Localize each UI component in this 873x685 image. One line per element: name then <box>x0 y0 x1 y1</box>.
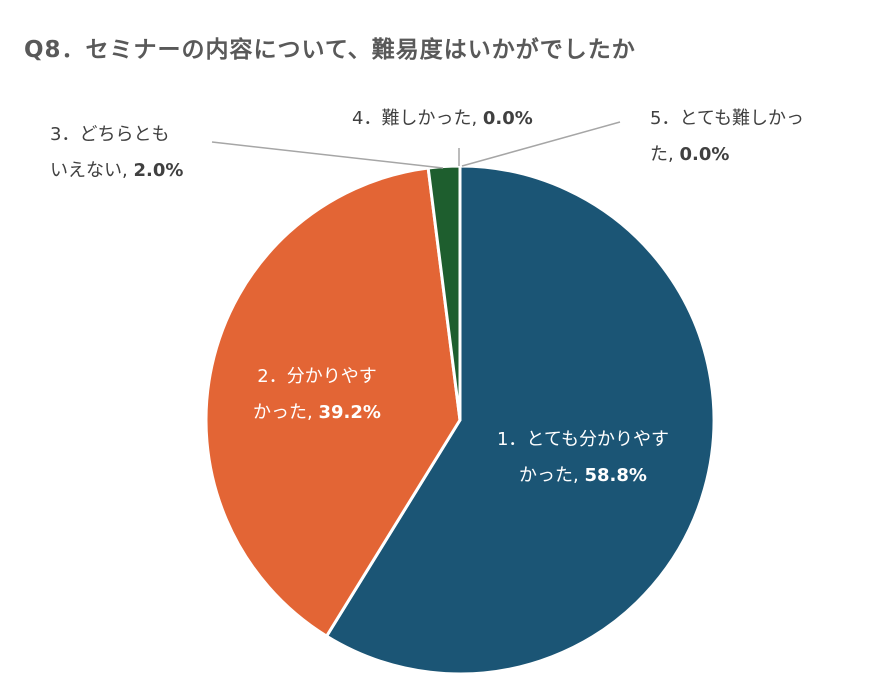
data-label-1: 1．とても分かりやすかった, 58.8% <box>497 429 669 486</box>
data-label-4: 4．難しかった, 0.0% <box>352 108 533 129</box>
data-label-5-line-1: 5．とても難しかっ <box>650 108 804 129</box>
data-label-2-line-1: 2．分かりやす <box>257 366 376 387</box>
data-label-1-line-1: 1．とても分かりやす <box>497 429 669 450</box>
pie-slice-2 <box>204 166 462 638</box>
chart-title: Q8．セミナーの内容について、難易度はいかがでしたか <box>24 37 636 63</box>
data-label-2: 2．分かりやすかった, 39.2% <box>253 366 381 423</box>
data-label-3: 3．どちらともいえない, 2.0% <box>50 124 183 181</box>
data-label-3-line-2: いえない, 2.0% <box>50 160 183 181</box>
pie-slice-3 <box>426 164 462 422</box>
leader-line-5 <box>461 121 621 167</box>
data-label-5: 5．とても難しかった, 0.0% <box>650 108 804 165</box>
data-label-3-value: 2.0% <box>133 160 183 181</box>
data-label-5-line-2: た, 0.0% <box>650 144 729 165</box>
data-label-3-line-1: 3．どちらとも <box>50 124 169 145</box>
data-label-4-value: 0.0% <box>483 108 533 129</box>
data-label-2-value: 39.2% <box>319 402 381 423</box>
data-label-1-line-2: かった, 58.8% <box>519 465 647 486</box>
pie-slice-1 <box>325 164 716 676</box>
data-label-1-value: 58.8% <box>585 465 647 486</box>
data-label-2-line-2: かった, 39.2% <box>253 402 381 423</box>
data-label-5-value: 0.0% <box>679 144 729 165</box>
leader-line-3 <box>211 141 444 169</box>
data-label-4-line-1: 4．難しかった, 0.0% <box>352 108 533 129</box>
